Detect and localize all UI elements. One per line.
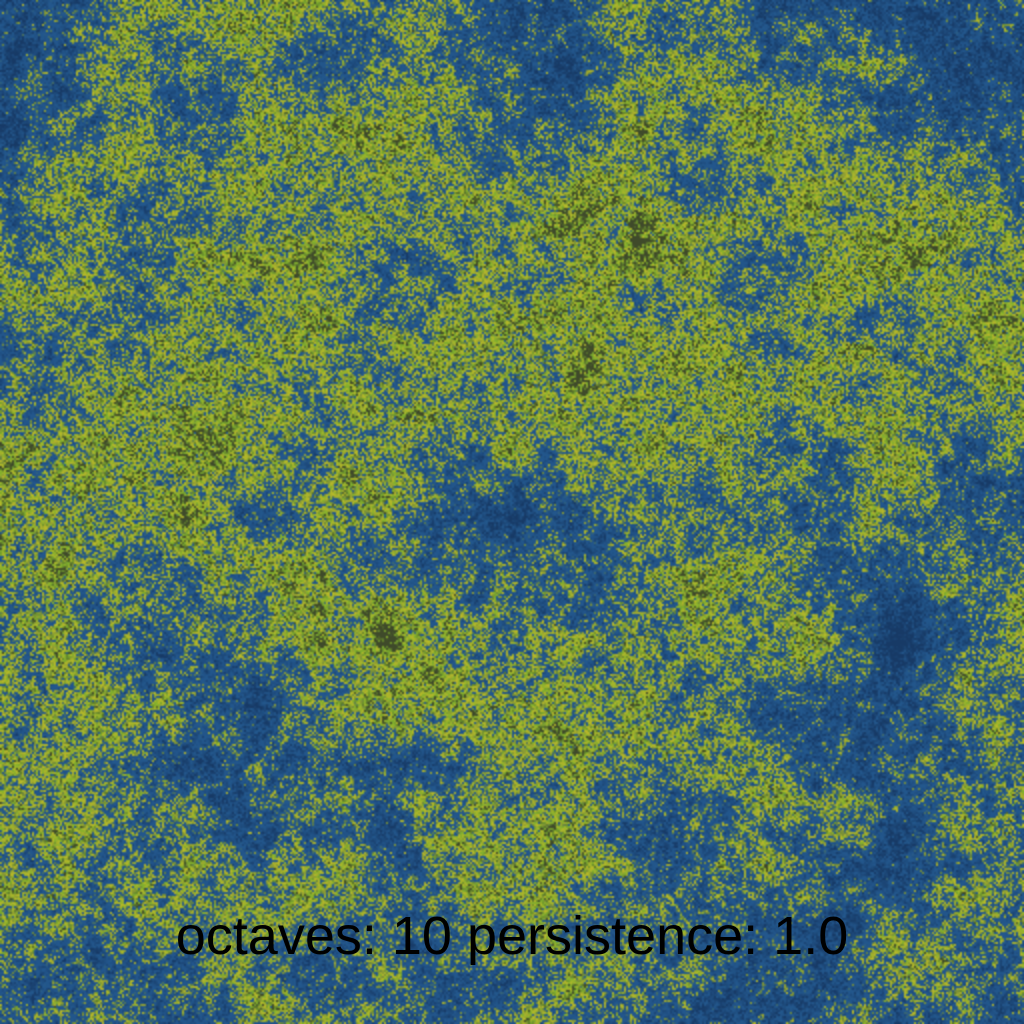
persistence-value: 1.0 xyxy=(773,906,849,966)
noise-parameters-caption: octaves: 10 persistence: 1.0 xyxy=(0,898,1024,974)
octaves-value: 10 xyxy=(391,906,452,966)
persistence-label: persistence: xyxy=(466,906,759,966)
octaves-label: octaves: xyxy=(175,906,377,966)
